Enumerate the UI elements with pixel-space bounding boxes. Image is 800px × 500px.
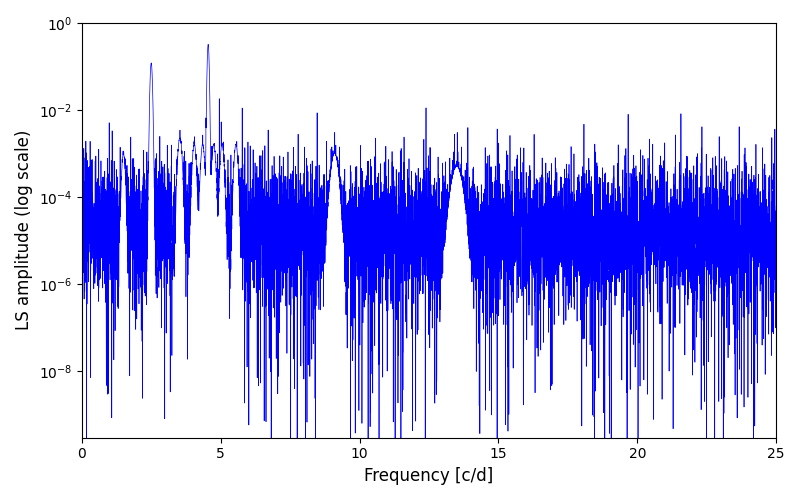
X-axis label: Frequency [c/d]: Frequency [c/d] (364, 467, 494, 485)
Y-axis label: LS amplitude (log scale): LS amplitude (log scale) (15, 130, 33, 330)
